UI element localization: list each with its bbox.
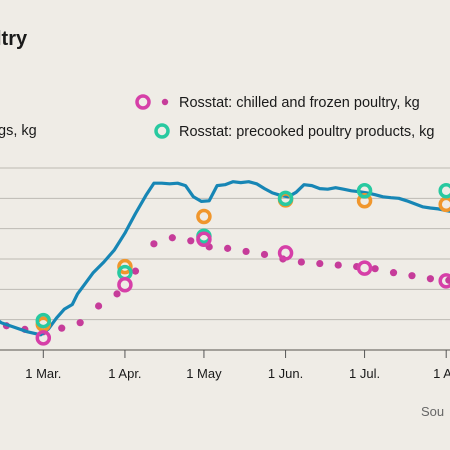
x-tick-label-5: 1 Au xyxy=(433,366,450,381)
x-axis: 1 Mar. 1 Apr. 1 May 1 Jun. 1 Jul. 1 Au xyxy=(25,350,450,381)
x-tick-label-4: 1 Jul. xyxy=(349,366,380,381)
orange-ring-point-4 xyxy=(356,193,373,209)
x-tick-label-0: 1 Mar. xyxy=(25,366,61,381)
dot-point-24 xyxy=(426,275,434,283)
dot-point-10 xyxy=(168,234,176,242)
x-tick-label-1: 1 Apr. xyxy=(108,366,141,381)
series-layer xyxy=(0,180,450,346)
dot-point-13 xyxy=(224,244,232,252)
dot-point-18 xyxy=(316,259,324,268)
dot-point-21 xyxy=(371,265,379,273)
legend-label-chilled-frozen: Rosstat: chilled and frozen poultry, kg xyxy=(179,95,420,111)
chart-title: ltry xyxy=(0,28,28,50)
source-note: Sou xyxy=(421,404,444,419)
dot-point-23 xyxy=(408,272,416,280)
dot-point-15 xyxy=(260,250,269,259)
legend-dot-icon xyxy=(161,98,169,106)
dot-point-25 xyxy=(445,276,450,284)
dot-point-6 xyxy=(95,302,103,310)
dot-point-14 xyxy=(242,247,250,256)
legend-magenta-ring-icon xyxy=(135,94,151,110)
teal-ring-point-0 xyxy=(35,312,52,329)
teal-ring-point-5 xyxy=(438,183,450,199)
dot-point-11 xyxy=(187,237,195,245)
orange-ring-point-5 xyxy=(438,196,450,213)
teal-ring-point-3 xyxy=(277,190,294,207)
dot-point-8 xyxy=(131,267,140,275)
series-line-path xyxy=(0,180,450,337)
magenta-ring-point-4 xyxy=(356,260,373,276)
legend-teal-ring-icon xyxy=(154,123,170,139)
orange-ring-point-1 xyxy=(117,258,133,275)
teal-ring-point-1 xyxy=(117,264,133,281)
orange-ring-point-2 xyxy=(196,208,212,225)
legend-item-chilled-frozen: Rosstat: chilled and frozen poultry, kg xyxy=(135,94,420,111)
dot-point-22 xyxy=(389,269,398,277)
dot-point-4 xyxy=(58,324,66,332)
dot-point-7 xyxy=(113,290,121,298)
magenta-ring-point-1 xyxy=(117,277,133,293)
magenta-ring-point-0 xyxy=(35,330,52,346)
legend-label-precooked: Rosstat: precooked poultry products, kg xyxy=(179,124,435,140)
x-tick-label-2: 1 May xyxy=(186,366,222,381)
magenta-ring-point-2 xyxy=(196,231,212,248)
dot-point-9 xyxy=(150,240,158,248)
legend-label-left-fragment: gs, kg xyxy=(0,123,37,139)
dot-point-19 xyxy=(334,261,342,269)
dot-point-17 xyxy=(297,258,305,266)
magenta-ring-point-3 xyxy=(277,245,294,261)
dot-point-5 xyxy=(76,319,84,327)
grid-layer xyxy=(0,167,450,351)
x-tick-label-3: 1 Jun. xyxy=(268,366,303,381)
teal-ring-point-4 xyxy=(356,183,373,199)
magenta-ring-point-5 xyxy=(438,273,450,289)
legend-item-precooked: Rosstat: precooked poultry products, kg xyxy=(154,123,435,140)
